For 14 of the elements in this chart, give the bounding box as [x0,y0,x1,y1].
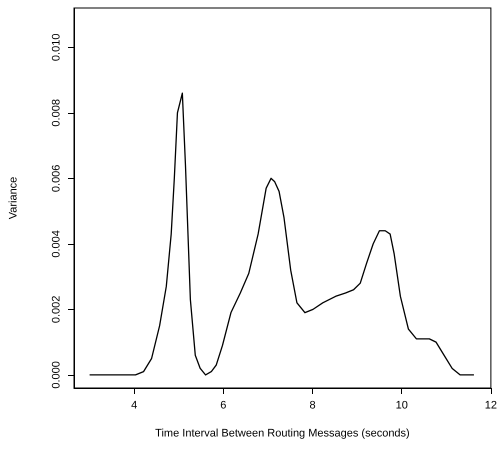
y-tick-label: 0.000 [50,361,62,389]
x-axis-title: Time Interval Between Routing Messages (seconds) [155,428,410,440]
y-tick-label: 0.010 [50,34,62,62]
x-tick-label: 10 [396,400,408,412]
x-tick-label: 4 [131,400,138,412]
y-tick-label: 0.006 [50,164,62,192]
x-tick-label: 8 [309,400,316,412]
y-axis-title: Variance [8,176,20,220]
y-tick-label: 0.008 [50,99,62,127]
line-series [88,92,475,376]
y-tick-label: 0.002 [50,296,62,324]
y-tick-label: 0.004 [50,230,62,258]
x-tick-label: 12 [484,400,498,412]
x-tick-label: 6 [220,400,226,412]
